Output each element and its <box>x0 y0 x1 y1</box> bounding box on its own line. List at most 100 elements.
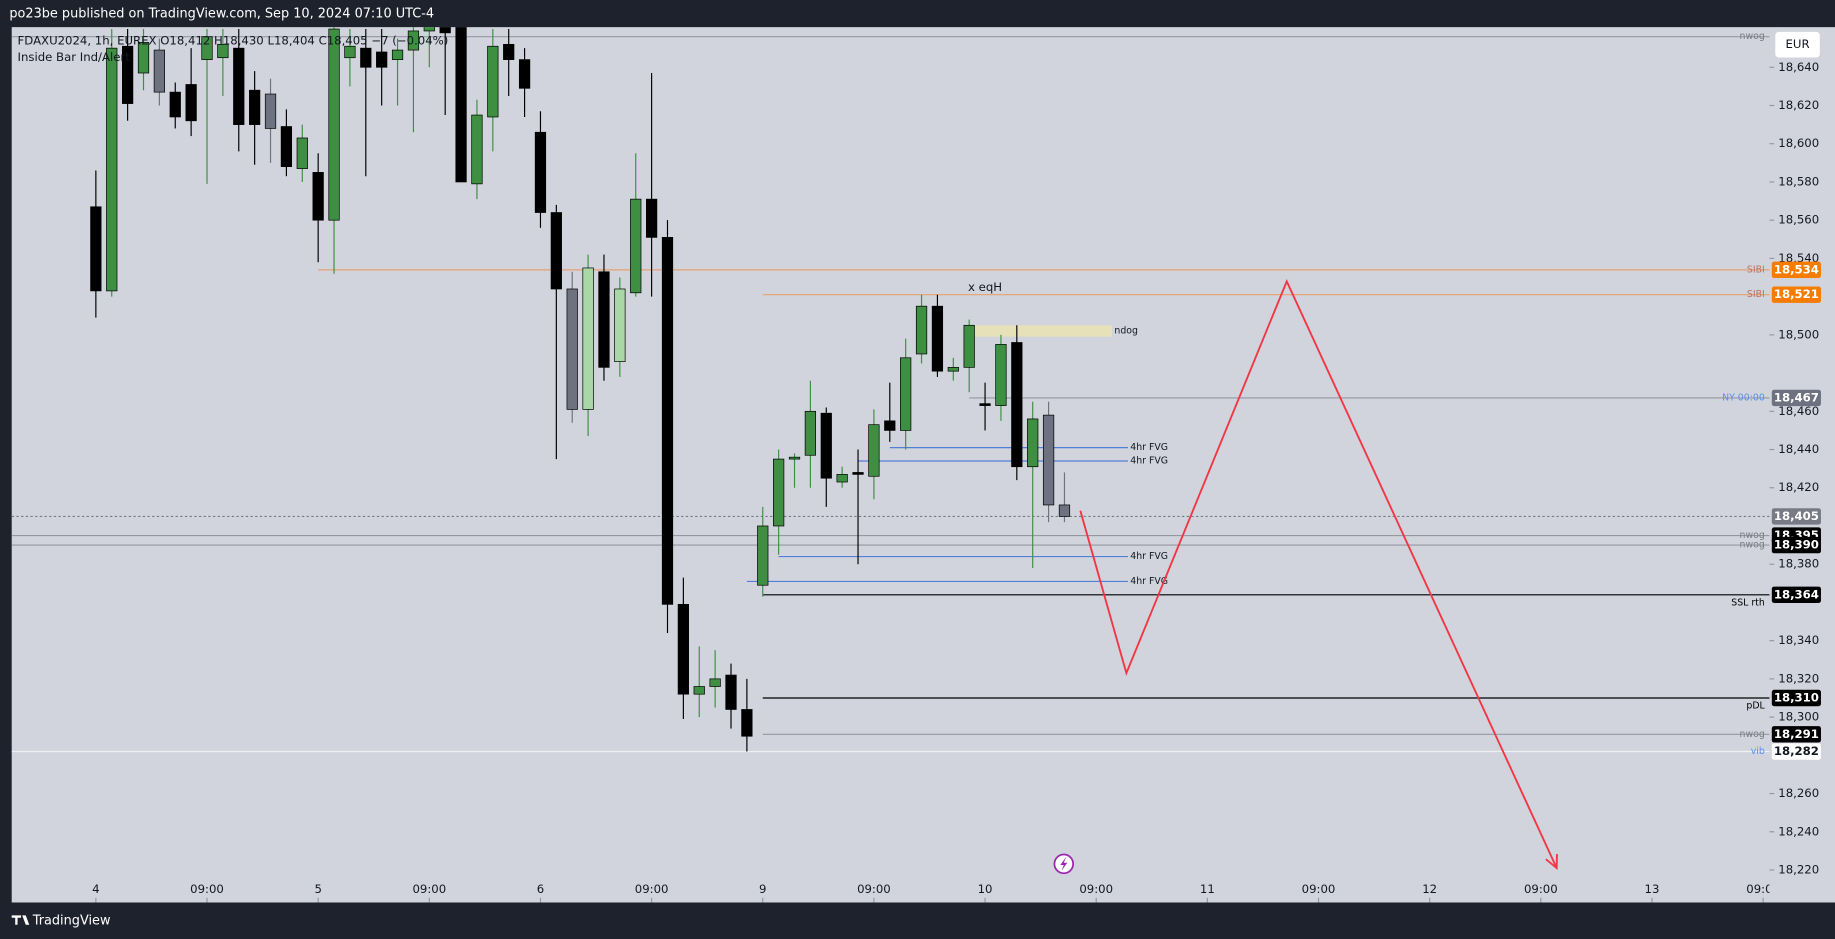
candle-body <box>249 89 261 125</box>
footer-bar <box>0 902 1835 939</box>
level-name: nwog <box>1740 530 1765 541</box>
candle-body <box>503 43 515 60</box>
level-name: pDL <box>1746 701 1765 712</box>
candle-body <box>1058 504 1071 517</box>
x-tick-label: 9 <box>759 882 766 896</box>
ndog-label: ndog <box>1114 326 1138 337</box>
candle-body <box>773 458 785 527</box>
fvg-label: 4hr FVG <box>1130 442 1168 453</box>
level-label: 18,291 <box>1774 727 1819 741</box>
candle-body <box>868 424 880 477</box>
y-tick-label: 18,580 <box>1778 174 1819 188</box>
level-label: 18,282 <box>1774 744 1819 758</box>
logo <box>11 915 30 925</box>
candle-body <box>344 45 356 59</box>
candle-body <box>137 42 150 74</box>
x-tick-label: 09:00 <box>857 882 891 896</box>
y-tick-label: 18,260 <box>1778 786 1819 800</box>
candle-body <box>1011 342 1023 468</box>
candle-body <box>106 47 118 292</box>
currency[interactable]: EUR <box>1786 37 1810 51</box>
eqh-label: x eqH <box>968 280 1002 294</box>
candle-body <box>376 51 388 68</box>
y-tick-label: 18,420 <box>1778 480 1819 494</box>
candle-body <box>661 237 674 605</box>
candle-body <box>582 267 594 410</box>
candle-body <box>455 27 467 183</box>
candle-body <box>725 674 737 710</box>
candle-body <box>1027 418 1039 468</box>
candle-body <box>153 49 165 93</box>
y-tick-label: 18,320 <box>1778 671 1819 685</box>
candle-body <box>693 686 705 695</box>
currency-button[interactable] <box>1775 31 1820 58</box>
candle-body <box>518 59 531 89</box>
candle-body <box>741 709 753 737</box>
level-box <box>1771 286 1821 303</box>
level-label: 18,364 <box>1774 587 1819 601</box>
y-tick-label: 18,620 <box>1778 98 1819 112</box>
y-tick-label: 18,380 <box>1778 557 1819 571</box>
candle-body <box>630 198 642 294</box>
candle-body <box>487 45 499 118</box>
level-box <box>1771 689 1821 707</box>
level-label: 18,310 <box>1774 690 1819 704</box>
y-tick-label: 18,220 <box>1778 863 1819 877</box>
x-tick-label: 09:00 <box>190 882 224 896</box>
candle-body <box>947 366 959 372</box>
plot: ndog 4hr FVG 4hr FVG 4hr FVG 4hr FVG x eqH <box>11 27 1770 871</box>
candle-body <box>121 45 134 104</box>
candle-body <box>550 212 562 290</box>
level-label: 18,467 <box>1774 390 1819 404</box>
candle-body <box>90 206 102 292</box>
candle-body <box>360 47 372 68</box>
level-box <box>1771 508 1821 525</box>
x-tick-label: 13 <box>1645 882 1660 896</box>
level-label: 18,534 <box>1774 262 1819 276</box>
candle-body <box>995 344 1007 406</box>
candle-body <box>677 603 689 695</box>
y-tick-label: 18,460 <box>1778 404 1819 418</box>
candle-body <box>423 27 435 32</box>
lightning-glyph <box>1060 856 1068 871</box>
candle-body <box>963 324 975 368</box>
y-tick-label: 18,640 <box>1778 60 1819 74</box>
candle-body <box>931 305 944 372</box>
level-label: 18,390 <box>1774 538 1819 552</box>
level-name: SIBI <box>1747 289 1765 300</box>
candle-body <box>852 472 864 475</box>
level-name: nwog <box>1740 540 1765 551</box>
x-axis: 4 09:00 5 09:00 6 09:00 9 09:00 10 09:00 11 09:00 12… <box>92 882 1780 903</box>
candle-body <box>757 525 769 586</box>
header-bar <box>0 0 1835 28</box>
candle-body <box>788 456 801 460</box>
level-box <box>1771 536 1821 554</box>
x-tick-label: 09:00 <box>1524 882 1558 896</box>
candle-body <box>804 410 817 456</box>
x-tick-label: 09:00 <box>1746 882 1780 896</box>
x-tick-label: 09:00 <box>635 882 669 896</box>
candle-body <box>900 357 912 431</box>
fvg-label: 4hr FVG <box>1130 551 1168 562</box>
candle-body <box>312 172 324 221</box>
footer-brand: TradingView <box>32 914 111 929</box>
x-tick-label: 4 <box>92 882 99 896</box>
y-tick-label: 18,300 <box>1778 710 1819 724</box>
candle-body <box>645 198 658 238</box>
candle-body <box>566 288 578 410</box>
candle-body <box>915 305 928 355</box>
x-tick-label: 6 <box>537 882 544 896</box>
candle-body <box>296 137 308 169</box>
x-tick-label: 11 <box>1200 882 1215 896</box>
candle-body <box>264 93 277 129</box>
level-name: vib <box>1751 746 1765 757</box>
level-label: 18,405 <box>1774 509 1819 523</box>
x-tick-label: 5 <box>314 882 321 896</box>
level-name: SSL rth <box>1731 597 1765 608</box>
x-tick-label: 10 <box>978 882 993 896</box>
level-box <box>1771 389 1821 407</box>
x-tick-label: 12 <box>1422 882 1437 896</box>
candle-body <box>407 30 420 51</box>
